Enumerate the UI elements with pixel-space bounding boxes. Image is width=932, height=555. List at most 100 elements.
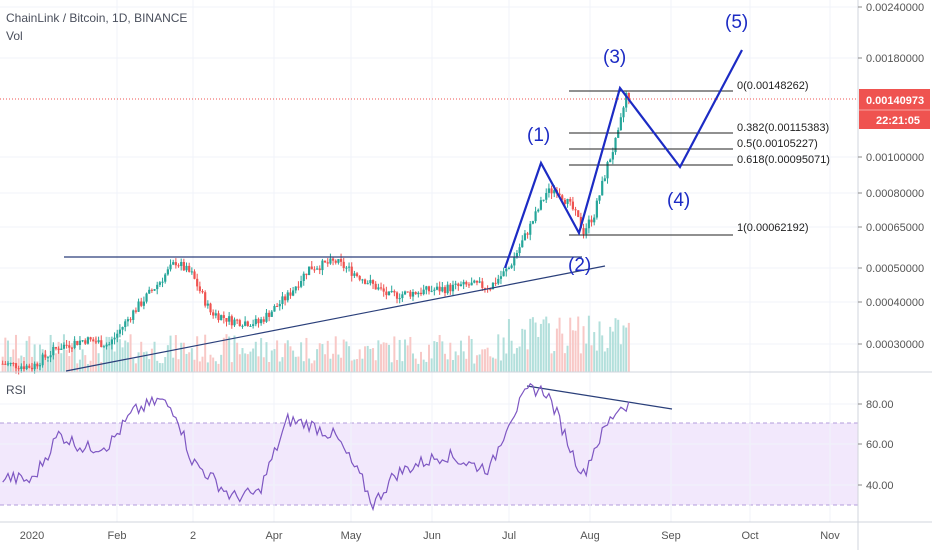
candle-body [196,278,199,287]
volume-bar [321,344,324,372]
volume-bar [198,361,201,372]
volume-bar [337,354,340,372]
volume-bar [603,351,606,372]
price-tick-label: 0.00080000 [866,188,924,200]
volume-bar [196,336,199,372]
candle-body [193,271,196,279]
candle-body [60,348,63,350]
volume-bar [510,340,513,372]
candle-body [369,280,372,284]
candle-body [145,293,148,302]
candle-body [366,283,369,285]
volume-bar [166,345,169,372]
volume-bar [225,334,228,372]
time-tick-label: Aug [580,530,600,542]
volume-bar [97,353,100,372]
volume-bar [86,363,89,372]
volume-bar [625,327,628,372]
rsi-axis[interactable]: 80.00 60.00 40.00 [858,399,894,492]
volume-bar [100,361,103,372]
volume-bar [595,350,598,372]
rsi-label: RSI [6,383,26,397]
candle-body [233,319,236,326]
volume-bar [430,358,433,372]
candle-body [454,283,457,285]
volume-bar [212,357,215,372]
candle-body [252,324,255,326]
candle-body [435,286,439,290]
volume-bar [257,356,260,372]
volume-bar [137,352,140,372]
candle-body [190,271,193,273]
candle-body [142,301,145,306]
volume-bar [188,352,191,372]
candle-body [526,233,529,235]
volume-bar [81,349,84,372]
volume-bar [587,315,590,372]
candle-body [563,199,566,204]
candle-body [68,345,71,348]
volume-bar [369,348,372,372]
price-tick-label: 0.00180000 [866,53,924,65]
volume-bar [494,358,497,372]
candle-body [46,357,50,359]
volume-bar [547,323,550,372]
volume-bar [342,339,345,372]
candle-body [65,344,68,346]
volume-bar [388,344,391,372]
support-trendline[interactable] [65,265,606,372]
volume-bar [553,351,556,372]
volume-bar [185,353,188,372]
elliott-wave-path[interactable] [503,49,743,269]
price-tick-label: 0.00065000 [866,222,924,234]
volume-bar [555,328,558,372]
volume-bar [393,336,396,372]
volume-bar [193,359,196,372]
rsi-divergence-line[interactable] [526,385,673,410]
candle-body [545,192,548,200]
time-tick-label: 2020 [20,530,44,542]
volume-bar [300,342,303,372]
candle-body [94,341,98,343]
rsi-tick-label: 60.00 [866,439,894,451]
volume-bar [563,353,566,372]
wave-label-1: (1) [527,125,550,146]
fibonacci-retracement[interactable]: 0(0.00148262) 0.382(0.00115383) 0.5(0.00… [569,80,830,236]
time-axis[interactable]: 2020 Feb 2 Apr May Jun Jul Aug Sep Oct N… [20,530,841,542]
volume-bar [582,326,585,372]
volume-bar [390,362,393,372]
volume-bar [446,359,449,372]
candle-body [542,199,545,201]
volume-bar [404,339,407,372]
volume-bar [60,353,63,372]
candle-body [379,287,383,289]
candle-body [276,306,279,308]
volume-bar [380,344,383,372]
candle-body [188,265,191,272]
volume-bar [531,317,534,372]
time-tick-label: Oct [741,530,758,542]
volume-bar [289,346,292,372]
volume-bar [366,345,369,372]
candle-body [329,258,332,264]
volume-bar [529,318,532,372]
volume-bar [622,325,625,372]
volume-bar [324,354,327,372]
wave-label-5: (5) [725,12,748,33]
candle-body [539,200,543,210]
volume-bar [497,334,500,372]
volume-bar [25,340,28,372]
candle-body [81,340,84,342]
candle-body [558,193,561,196]
candle-body [334,260,337,263]
volume-bar [385,342,388,372]
price-axis[interactable]: 0.00240000 0.00180000 0.00100000 0.00080… [858,2,924,351]
candle-body [390,291,393,293]
volume-bar [182,342,185,372]
volume-bar [441,341,444,372]
volume-bar [46,360,49,372]
volume-bar [513,353,516,372]
volume-bar [254,341,257,372]
candle-body [470,282,473,286]
candle-body [414,292,417,295]
